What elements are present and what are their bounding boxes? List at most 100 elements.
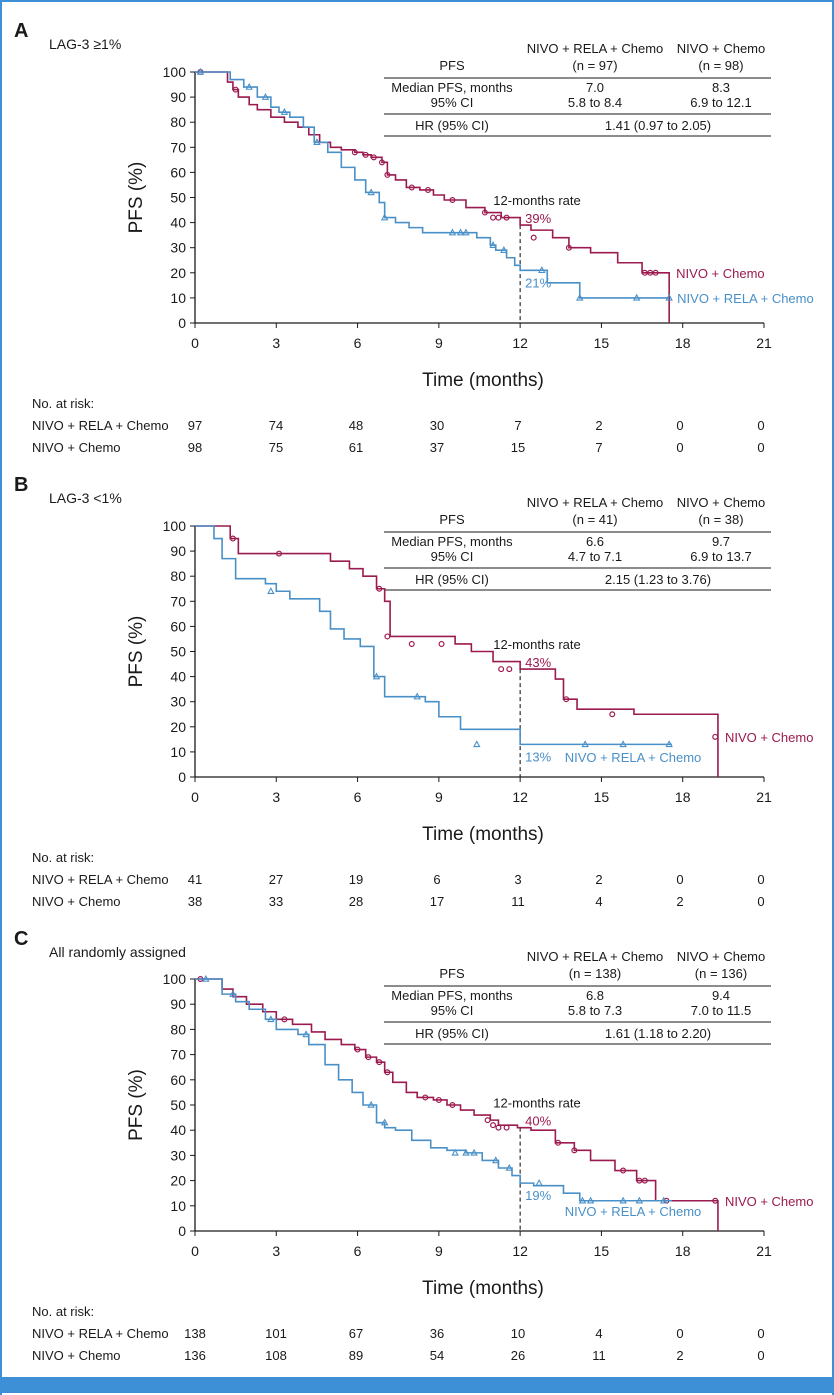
risk-arm2-value: 54 [430, 1348, 444, 1363]
curve-label-nivo-rela-chemo: NIVO + RELA + Chemo [565, 750, 702, 765]
risk-arm1-value: 30 [430, 418, 444, 433]
table-hr-label: HR (95% CI) [415, 572, 489, 587]
y-tick-label: 90 [170, 543, 186, 559]
censor-mark [380, 1118, 389, 1126]
censor-mark [462, 228, 470, 236]
censor-mark [435, 1096, 442, 1103]
censor-mark [636, 1177, 643, 1184]
y-tick-label: 20 [170, 265, 186, 281]
y-tick-label: 20 [170, 1173, 186, 1189]
censor-mark [619, 740, 627, 748]
panel-letter: B [14, 474, 28, 496]
table-row1-arm1: 6.8 [586, 988, 604, 1003]
x-tick-label: 12 [512, 335, 528, 351]
censor-mark [362, 151, 369, 158]
censor-mark [281, 1016, 288, 1023]
x-tick-label: 3 [272, 335, 280, 351]
table-arm2-n: (n = 38) [698, 512, 743, 527]
y-tick-label: 20 [170, 719, 186, 735]
censor-mark [660, 1196, 668, 1204]
bottom-accent-bar [0, 1377, 834, 1393]
risk-arm2-value: 26 [511, 1348, 525, 1363]
censor-mark [619, 1196, 627, 1204]
censor-mark [413, 692, 421, 700]
censor-mark [505, 1163, 514, 1171]
panel-letter: C [14, 928, 28, 950]
table-row2-arm2: 7.0 to 11.5 [691, 1003, 751, 1018]
table-row1-arm1: 7.0 [586, 80, 604, 95]
y-axis-label: PFS (%) [126, 1069, 147, 1141]
risk-arm1-label: NIVO + RELA + Chemo [32, 872, 169, 887]
y-tick-label: 50 [170, 190, 186, 206]
censor-mark [500, 246, 508, 253]
x-tick-label: 6 [354, 789, 362, 805]
censor-mark [555, 1139, 562, 1146]
risk-arm1-label: NIVO + RELA + Chemo [32, 1326, 169, 1341]
risk-arm2-value: 4 [595, 894, 602, 909]
censor-mark [712, 1197, 719, 1204]
x-axis-label: Time (months) [422, 1278, 544, 1299]
censor-mark [302, 1030, 310, 1038]
rate-blue-label: 13% [525, 749, 551, 764]
risk-arm1-value: 97 [188, 418, 202, 433]
risk-arm1-value: 6 [433, 872, 440, 887]
risk-arm2-value: 17 [430, 894, 444, 909]
censor-mark [586, 1196, 595, 1204]
twelve-month-annotation: 12-months rate [493, 637, 580, 652]
panel-subtitle: All randomly assigned [49, 944, 186, 960]
table-arm1-name: NIVO + RELA + Chemo [527, 949, 664, 964]
risk-arm2-value: 11 [592, 1348, 606, 1363]
y-tick-label: 40 [170, 215, 186, 231]
table-arm2-n: (n = 98) [698, 58, 743, 73]
risk-arm2-value: 0 [676, 440, 683, 455]
curve-label-nivo-chemo: NIVO + Chemo [676, 266, 765, 281]
x-tick-label: 12 [512, 789, 528, 805]
risk-arm1-label: NIVO + RELA + Chemo [32, 418, 169, 433]
censor-mark [665, 740, 673, 748]
censor-mark [451, 1148, 459, 1156]
y-tick-label: 0 [178, 315, 186, 331]
censor-mark [641, 1177, 648, 1184]
table-row2-arm1: 4.7 to 7.1 [568, 549, 622, 564]
censor-mark [470, 1148, 478, 1156]
censor-mark [498, 666, 505, 673]
risk-arm2-value: 37 [430, 440, 444, 455]
y-tick-label: 100 [163, 518, 187, 534]
table-hr-value: 1.41 (0.97 to 2.05) [605, 118, 711, 133]
risk-arm2-value: 15 [511, 440, 525, 455]
risk-arm2-label: NIVO + Chemo [32, 440, 121, 455]
censor-mark [438, 640, 445, 647]
y-tick-label: 0 [178, 769, 186, 785]
censor-mark [376, 1059, 383, 1066]
censor-mark [481, 209, 488, 216]
censor-mark [449, 1101, 456, 1108]
km-curve-nivo-chemo [195, 71, 670, 323]
table-row1-arm1: 6.6 [586, 534, 604, 549]
risk-arm2-value: 89 [349, 1348, 363, 1363]
y-tick-label: 100 [163, 971, 187, 987]
table-row1-arm2: 8.3 [712, 80, 730, 95]
censor-mark [378, 159, 385, 166]
risk-arm1-value: 7 [514, 418, 521, 433]
x-tick-label: 18 [675, 789, 691, 805]
y-tick-label: 0 [178, 1223, 186, 1239]
censor-mark [632, 293, 641, 301]
table-row2-arm1: 5.8 to 7.3 [568, 1003, 622, 1018]
risk-arm2-value: 0 [757, 440, 764, 455]
table-arm2-n: (n = 136) [695, 966, 747, 981]
x-tick-label: 6 [354, 1243, 362, 1259]
x-tick-label: 21 [756, 335, 772, 351]
risk-title: No. at risk: [32, 1304, 94, 1319]
censor-mark [376, 585, 383, 592]
y-tick-label: 80 [170, 568, 186, 584]
censor-mark [490, 1122, 497, 1129]
curve-label-nivo-rela-chemo: NIVO + RELA + Chemo [565, 1204, 702, 1219]
y-tick-label: 70 [170, 593, 186, 609]
censor-mark [408, 640, 415, 647]
panel-subtitle: LAG-3 ≥1% [49, 36, 121, 52]
y-tick-label: 100 [163, 64, 187, 80]
